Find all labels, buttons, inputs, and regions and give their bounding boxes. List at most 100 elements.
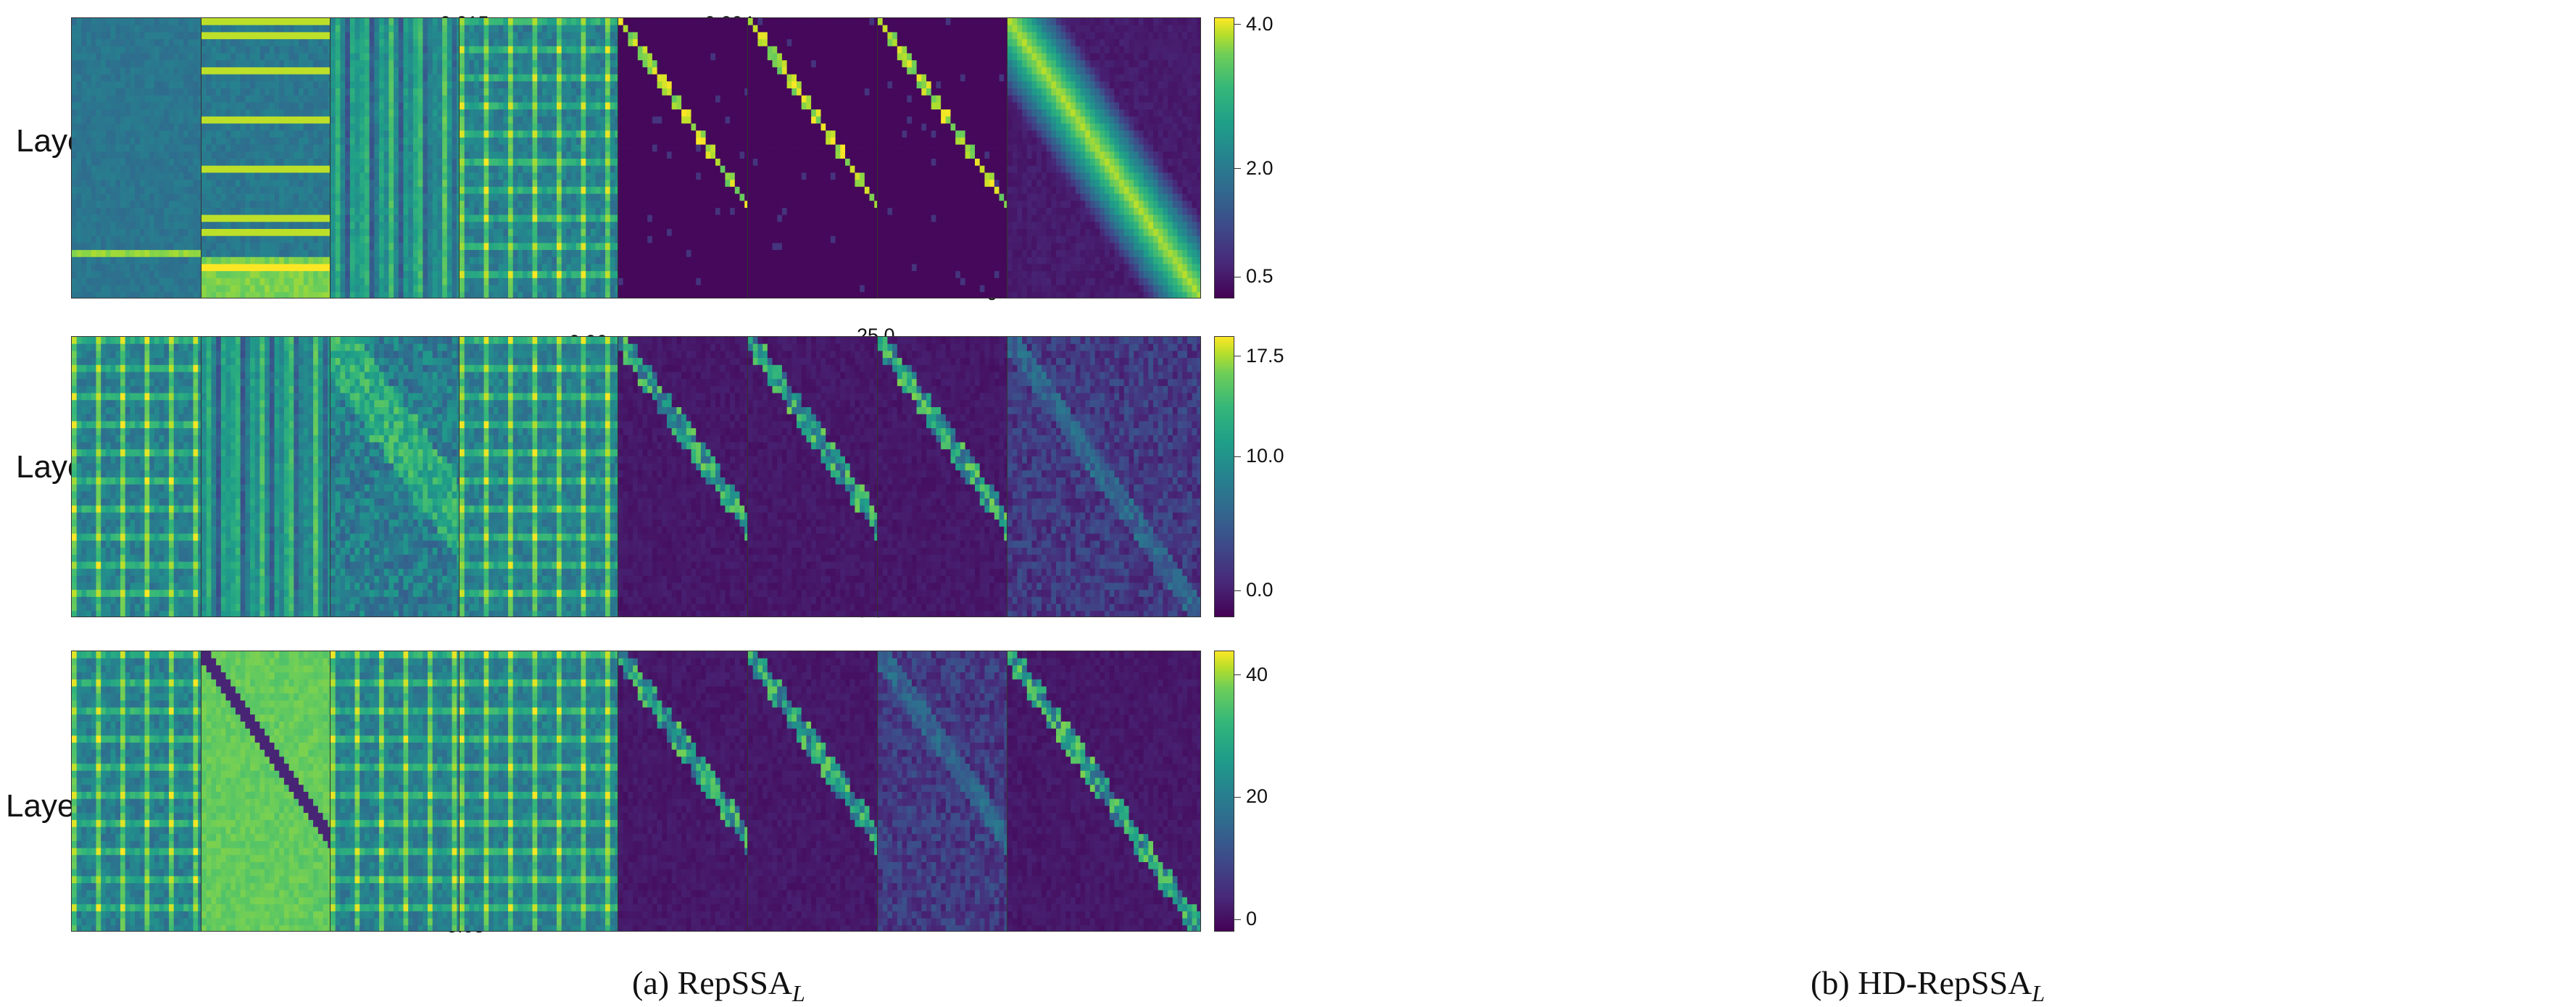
heatmap-cell [283,292,290,298]
heatmap-cell [428,109,433,117]
heatmap-cell [164,193,170,201]
heatmap-cell [274,32,280,40]
heatmap-cell [437,207,443,216]
heatmap-cell [313,81,319,89]
heatmap-cell [412,46,419,54]
heatmap-cell [265,235,270,243]
heatmap-cell [164,214,170,222]
heatmap-cell [335,53,341,61]
heatmap-cell [120,207,126,216]
heatmap-cell [193,53,199,61]
heatmap-cell [76,46,82,54]
heatmap-cell [446,165,453,173]
heatmap-cell [139,144,146,152]
heatmap-cell [183,271,189,279]
heatmap-cell [235,264,241,272]
heatmap-cell [408,229,414,237]
heatmap-cell [442,109,448,117]
heatmap-cell [498,25,504,33]
heatmap-cell [206,130,212,138]
heatmap-cell [188,229,194,237]
heatmap-cell [389,165,394,173]
heatmap-cell [595,39,601,47]
heatmap-cell [398,214,404,222]
heatmap-cell [417,165,423,173]
heatmap-cell [303,159,309,167]
heatmap-cell [245,235,251,243]
heatmap-cell [581,25,586,33]
heatmap-cell [81,116,87,125]
heatmap-cell [198,137,204,146]
heatmap-cell [308,277,314,286]
heatmap-cell [183,123,189,131]
heatmap-cell [432,172,438,180]
heatmap-cell [403,109,409,117]
heatmap-cell [81,151,87,159]
heatmap-cell [442,144,448,152]
heatmap-cell [81,264,87,272]
heatmap-cell [101,123,107,131]
heatmap-cell [299,25,304,33]
heatmap-cell [279,201,285,209]
heatmap-cell [294,165,299,173]
heatmap-cell [600,39,606,47]
heatmap-cell [188,214,194,222]
heatmap-cell [364,32,370,40]
heatmap-cell [154,32,160,40]
heatmap-cell [478,39,485,47]
heatmap-cell [340,123,346,131]
heatmap-cell [269,207,275,216]
heatmap-cell [379,222,385,230]
heatmap-cell [394,95,399,103]
heatmap-cell [154,264,160,272]
heatmap-cell [259,53,265,61]
heatmap-cell [498,39,504,47]
heatmap-cell [308,285,314,293]
heatmap-cell [193,214,199,222]
heatmap-cell [299,18,304,26]
heatmap-cell [149,144,155,152]
heatmap-cell [173,229,179,237]
heatmap-cell [265,243,270,251]
heatmap-cell [216,116,222,125]
heatmap-cell [283,137,290,146]
heatmap-cell [398,18,404,26]
heatmap-cell [101,250,107,258]
heatmap-cell [323,88,328,96]
heatmap-cell [225,67,231,75]
heatmap-cell [96,271,101,279]
heatmap-cell [503,25,509,33]
heatmap-cell [442,277,448,286]
heatmap-cell [269,159,275,167]
heatmap-cell [412,25,419,33]
heatmap-cell [149,116,155,125]
heatmap-cell [225,285,231,293]
heatmap-cell [303,88,309,96]
heatmap-cell [446,109,453,117]
heatmap-cell [96,18,101,26]
heatmap-cell [360,81,365,89]
heatmap-cell [340,180,346,188]
heatmap-cell [125,130,130,138]
heatmap-cell [259,201,265,209]
heatmap-cell [265,292,270,298]
heatmap-cell [159,53,165,61]
heatmap-cell [105,151,112,159]
heatmap-cell [331,186,336,195]
heatmap-cell [383,116,389,125]
heatmap-cell [379,229,385,237]
heatmap-cell [201,81,207,89]
heatmap-cell [313,74,319,82]
heatmap-cell [86,109,92,117]
heatmap-cell [254,67,260,75]
heatmap-cell [201,102,207,110]
heatmap-cell [360,32,365,40]
heatmap-cell [360,137,365,146]
heatmap-cell [91,144,97,152]
heatmap-cell [206,95,212,103]
heatmap-cell [81,214,87,222]
heatmap-cell [81,130,87,138]
heatmap-cell [288,180,294,188]
heatmap-cell [274,95,280,103]
heatmap-cell [303,95,309,103]
